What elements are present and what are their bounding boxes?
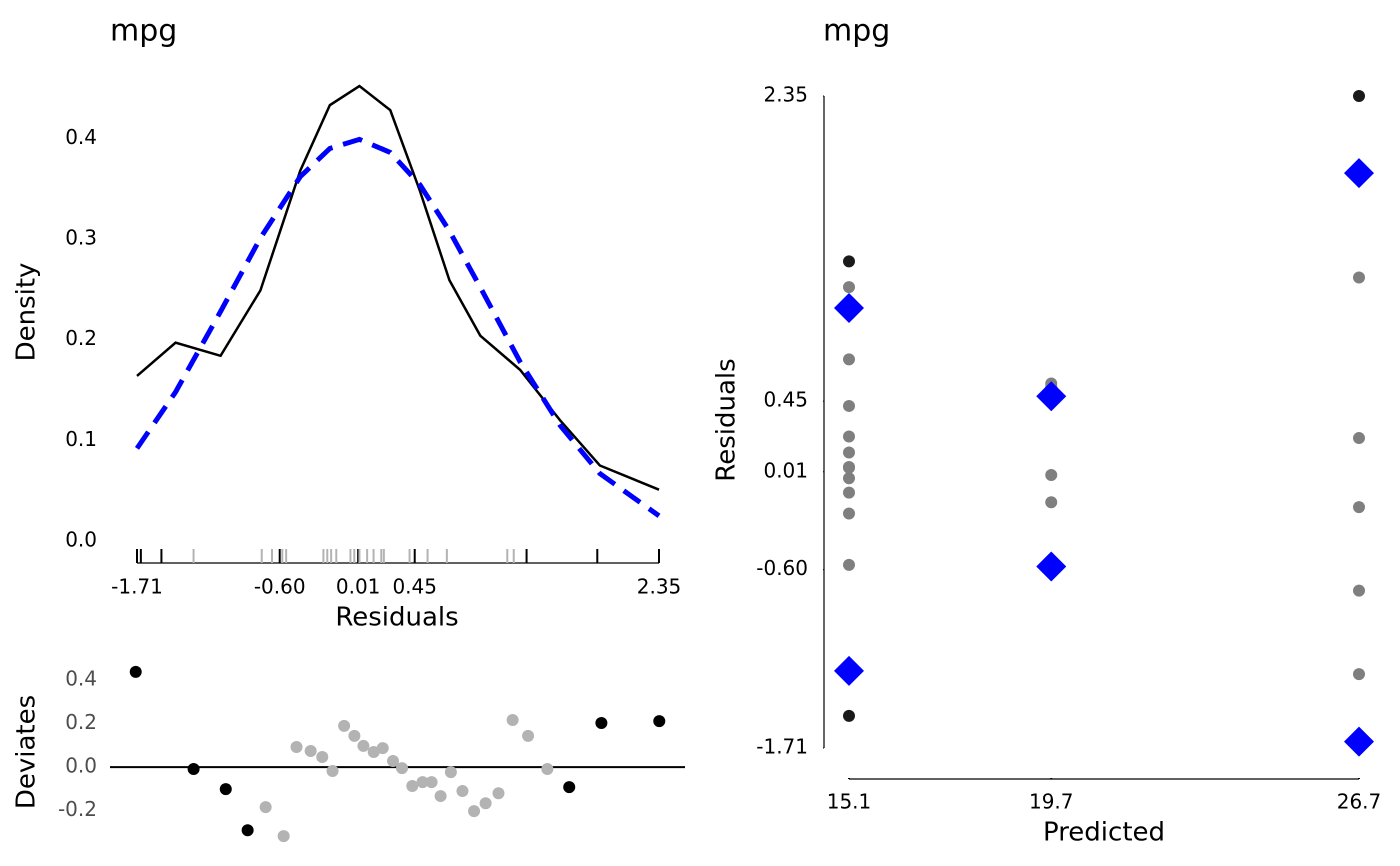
point xyxy=(843,709,855,722)
point xyxy=(444,766,457,779)
point xyxy=(653,715,666,728)
point xyxy=(843,430,855,443)
point xyxy=(326,765,339,777)
point xyxy=(595,717,608,730)
y-axis-label: Deviates xyxy=(12,695,42,809)
point xyxy=(843,281,855,294)
point xyxy=(367,746,380,759)
point xyxy=(386,754,399,767)
point xyxy=(348,729,361,742)
diamond-point xyxy=(834,655,864,686)
point xyxy=(316,751,329,764)
x-tick-label: -1.71 xyxy=(111,575,163,599)
point xyxy=(1353,432,1365,445)
point xyxy=(259,801,272,814)
point xyxy=(290,741,303,754)
point xyxy=(1045,468,1058,481)
point xyxy=(1353,271,1365,284)
diamond-point xyxy=(1344,726,1374,757)
point xyxy=(1045,496,1058,509)
point xyxy=(241,824,254,837)
point xyxy=(219,783,232,796)
x-tick-label: 0.01 xyxy=(336,575,381,599)
point xyxy=(187,763,200,776)
point xyxy=(843,446,855,459)
point xyxy=(277,830,290,843)
point xyxy=(843,461,855,474)
point xyxy=(843,558,855,571)
y-tick-label: 0.2 xyxy=(65,326,97,350)
y-tick-label: -1.71 xyxy=(756,735,808,759)
x-axis-label: Residuals xyxy=(335,603,458,633)
y-axis-label: Density xyxy=(12,263,42,362)
y-tick-label: 0.4 xyxy=(65,666,97,690)
y-tick-label: 0.3 xyxy=(65,226,97,250)
point xyxy=(492,787,505,800)
diamond-point xyxy=(834,292,864,323)
diamond-point xyxy=(1036,551,1067,582)
point xyxy=(1353,584,1365,597)
y-tick-label: -0.60 xyxy=(756,556,808,580)
y-tick-label: 0.4 xyxy=(65,125,97,149)
point xyxy=(541,763,554,776)
point xyxy=(843,353,855,366)
point xyxy=(396,762,409,775)
x-tick-label: 15.1 xyxy=(827,790,872,814)
x-tick-label: 0.45 xyxy=(392,575,437,599)
point xyxy=(425,776,438,789)
point xyxy=(357,739,370,752)
y-tick-label: 0.0 xyxy=(65,528,97,552)
point xyxy=(843,472,855,485)
chart-title: mpg xyxy=(110,14,177,49)
point xyxy=(376,742,389,755)
y-tick-label: 0.1 xyxy=(65,427,97,451)
point xyxy=(479,797,492,810)
x-tick-label: 26.7 xyxy=(1337,790,1382,814)
point xyxy=(563,781,576,794)
point xyxy=(506,714,519,726)
point xyxy=(1353,668,1365,681)
point xyxy=(406,780,419,793)
point xyxy=(434,790,447,803)
x-tick-label: 2.35 xyxy=(637,575,682,599)
density-line xyxy=(134,136,661,518)
point xyxy=(468,805,481,818)
point xyxy=(843,486,855,499)
point xyxy=(843,255,855,268)
point xyxy=(416,776,429,789)
point xyxy=(1353,90,1365,102)
point xyxy=(456,785,469,798)
x-axis-label: Predicted xyxy=(1043,818,1165,848)
point xyxy=(338,719,351,732)
y-tick-label: -0.2 xyxy=(58,797,97,821)
y-tick-label: 2.35 xyxy=(763,83,808,107)
point xyxy=(522,729,535,742)
chart-title: mpg xyxy=(823,14,890,49)
y-tick-label: 0.45 xyxy=(763,388,808,412)
point xyxy=(843,507,855,520)
y-tick-label: 0.01 xyxy=(763,458,808,482)
point xyxy=(304,744,317,757)
diamond-point xyxy=(1036,381,1067,412)
point xyxy=(129,665,142,678)
y-tick-label: 0.0 xyxy=(65,754,97,778)
y-tick-label: 0.2 xyxy=(65,710,97,734)
y-axis-label: Residuals xyxy=(712,358,742,481)
point xyxy=(843,399,855,412)
x-tick-label: -0.60 xyxy=(254,575,306,599)
density-line xyxy=(136,84,660,491)
point xyxy=(1353,501,1365,514)
diamond-point xyxy=(1344,158,1374,189)
x-tick-label: 19.7 xyxy=(1029,790,1074,814)
